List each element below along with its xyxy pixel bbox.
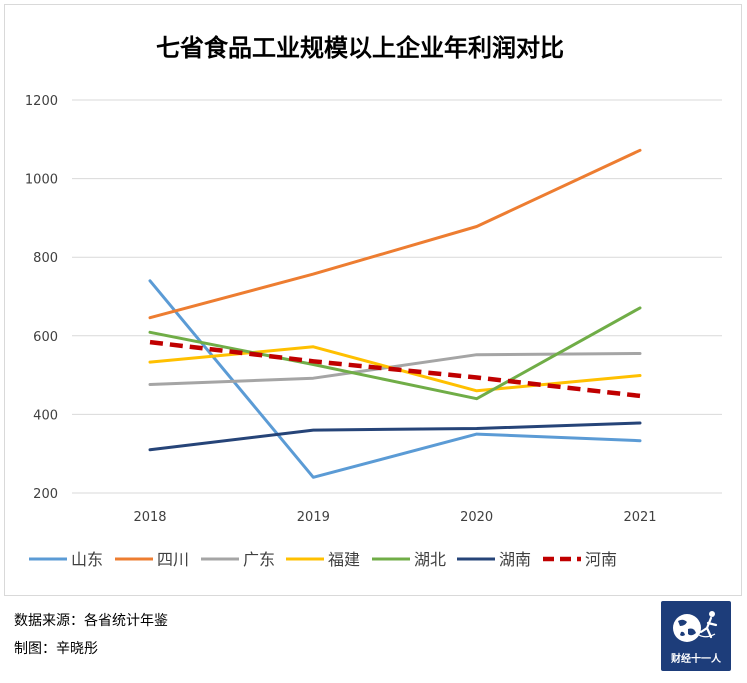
y-tick-label: 200 <box>33 487 58 502</box>
y-tick-label: 800 <box>33 251 58 266</box>
line-chart: 200 400 600 800 1000 1200 2018 2019 2020 2021 山东… <box>25 94 722 569</box>
y-tick-label: 600 <box>33 330 58 345</box>
data-source-note: 数据来源：各省统计年鉴 <box>14 613 168 629</box>
grid-layer <box>72 99 722 494</box>
x-axis-tick-labels: 2018 2019 2020 2021 <box>133 510 656 525</box>
legend-label: 福建 <box>328 550 360 569</box>
y-tick-label: 400 <box>33 408 58 423</box>
x-tick-label: 2019 <box>297 510 330 525</box>
y-axis-tick-labels: 200 400 600 800 1000 1200 <box>25 94 58 502</box>
legend-label: 山东 <box>71 550 103 569</box>
series-line-四川 <box>148 148 642 320</box>
legend-label: 湖北 <box>414 550 446 569</box>
legend-label: 广东 <box>243 550 275 569</box>
x-tick-label: 2020 <box>460 510 493 525</box>
legend: 山东 四川 广东 福建 湖北 湖南 河南 <box>29 550 617 569</box>
y-tick-label: 1000 <box>25 173 58 188</box>
chart-maker-note: 制图：辛晓彤 <box>14 641 98 657</box>
publisher-logo-text: 财经十一人 <box>671 654 721 665</box>
x-tick-label: 2021 <box>623 510 656 525</box>
legend-label: 四川 <box>157 550 189 569</box>
series-line-湖南 <box>148 421 642 452</box>
y-tick-label: 1200 <box>25 94 58 109</box>
chart-title: 七省食品工业规模以上企业年利润对比 <box>156 34 564 62</box>
legend-label: 湖南 <box>499 550 531 569</box>
chart-frame <box>4 4 742 596</box>
legend-label: 河南 <box>585 550 617 569</box>
series-line-湖北 <box>148 306 642 401</box>
publisher-logo: 财经十一人 <box>661 601 731 671</box>
series-line-山东 <box>148 279 642 479</box>
globe-runner-icon <box>673 611 718 642</box>
series-layer <box>148 148 642 479</box>
x-tick-label: 2018 <box>133 510 166 525</box>
series-line-河南 <box>149 339 641 399</box>
